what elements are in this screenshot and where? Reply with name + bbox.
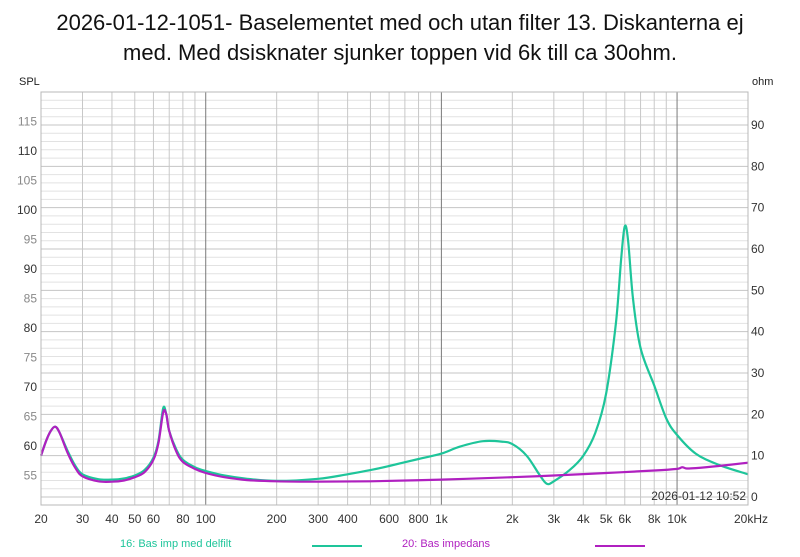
svg-text:115: 115	[18, 115, 37, 129]
legend-label-20: 20: Bas impedans	[402, 538, 491, 550]
legend-item-20: 20: Bas impedans	[402, 538, 490, 550]
left-axis-label: SPL	[19, 76, 40, 88]
svg-text:6k: 6k	[618, 512, 632, 526]
svg-text:80: 80	[176, 512, 190, 526]
right-axis-label: ohm	[752, 76, 774, 88]
svg-text:105: 105	[17, 174, 37, 188]
svg-text:80: 80	[24, 321, 38, 335]
timestamp: 2026-01-12 10:52	[651, 489, 746, 503]
svg-text:80: 80	[751, 159, 765, 173]
svg-text:60: 60	[147, 512, 161, 526]
svg-text:85: 85	[24, 292, 38, 306]
svg-text:30: 30	[76, 512, 90, 526]
svg-text:70: 70	[24, 380, 38, 394]
plot-frame	[40, 91, 749, 506]
svg-text:50: 50	[751, 283, 765, 297]
svg-text:200: 200	[267, 512, 287, 526]
svg-text:0: 0	[751, 490, 758, 504]
legend-label-16: 16: Bas imp med delfilt	[120, 538, 232, 550]
svg-text:10k: 10k	[667, 512, 687, 526]
svg-text:110: 110	[18, 144, 37, 158]
chart-title-line1: 2026-01-12-1051- Baselementet med och ut…	[56, 10, 744, 35]
svg-text:65: 65	[24, 410, 38, 424]
svg-text:300: 300	[308, 512, 328, 526]
x-axis-ticks: 20 30 40 50 60 80 100 200 300 400 600 800 1k 2k 3k 4k 5k…	[34, 512, 768, 526]
series-line-1	[39, 408, 749, 483]
curves	[39, 224, 749, 486]
svg-text:40: 40	[751, 325, 765, 339]
svg-text:800: 800	[409, 512, 429, 526]
svg-text:70: 70	[751, 201, 765, 215]
svg-text:600: 600	[379, 512, 399, 526]
svg-text:100: 100	[17, 203, 37, 217]
svg-text:40: 40	[105, 512, 119, 526]
svg-text:20: 20	[751, 407, 765, 421]
grid	[40, 92, 749, 505]
svg-text:20: 20	[34, 512, 48, 526]
svg-text:90: 90	[751, 118, 765, 132]
svg-text:8k: 8k	[648, 512, 662, 526]
svg-text:50: 50	[128, 512, 142, 526]
svg-text:10: 10	[751, 449, 765, 463]
svg-text:4k: 4k	[577, 512, 591, 526]
svg-text:90: 90	[24, 262, 38, 276]
svg-text:55: 55	[24, 469, 38, 483]
svg-text:60: 60	[751, 242, 765, 256]
svg-text:75: 75	[24, 351, 38, 365]
chart-title-line2: med. Med dsisknater sjunker toppen vid 6…	[123, 40, 677, 65]
svg-text:400: 400	[338, 512, 358, 526]
right-axis-ticks: 0 10 20 30 40 50 60 70 80 90	[751, 118, 765, 504]
series-line-0	[39, 224, 749, 486]
svg-text:20kHz: 20kHz	[734, 512, 768, 526]
svg-text:100: 100	[196, 512, 216, 526]
svg-text:5k: 5k	[600, 512, 614, 526]
svg-text:2k: 2k	[506, 512, 520, 526]
svg-text:30: 30	[751, 366, 765, 380]
left-axis-ticks: 55 60 65 70 75 80 85 90 95 100 105 110 115	[17, 115, 37, 483]
legend-item-16: 16: Bas imp med delfilt	[120, 538, 231, 550]
svg-text:1k: 1k	[435, 512, 449, 526]
chart-title: 2026-01-12-1051- Baselementet med och ut…	[0, 8, 800, 68]
svg-text:60: 60	[24, 439, 38, 453]
svg-text:3k: 3k	[547, 512, 561, 526]
svg-text:95: 95	[24, 233, 38, 247]
legend-swatch-16	[312, 545, 362, 547]
legend-swatch-20	[595, 545, 645, 547]
